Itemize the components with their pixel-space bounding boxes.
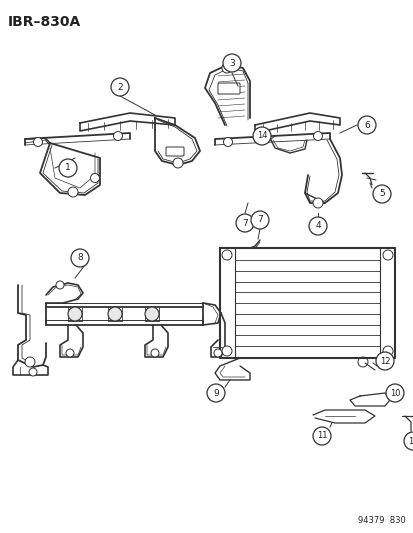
- Circle shape: [252, 127, 271, 145]
- Circle shape: [403, 432, 413, 450]
- Text: 94379  830: 94379 830: [357, 516, 405, 525]
- Text: 11: 11: [316, 432, 326, 440]
- Circle shape: [206, 384, 224, 402]
- Text: 5: 5: [378, 190, 384, 198]
- Text: 4: 4: [314, 222, 320, 230]
- Text: 1: 1: [65, 164, 71, 173]
- Circle shape: [221, 63, 231, 73]
- Text: 3: 3: [228, 59, 234, 68]
- Text: 2: 2: [117, 83, 123, 92]
- Text: 7: 7: [256, 215, 262, 224]
- Circle shape: [214, 349, 221, 357]
- Text: 8: 8: [77, 254, 83, 262]
- Circle shape: [68, 187, 78, 197]
- Text: 7: 7: [242, 219, 247, 228]
- FancyBboxPatch shape: [218, 83, 240, 94]
- Circle shape: [113, 132, 122, 141]
- Text: 14: 14: [256, 132, 267, 141]
- Circle shape: [382, 250, 392, 260]
- Circle shape: [223, 138, 232, 147]
- Circle shape: [68, 307, 82, 321]
- Text: 9: 9: [213, 389, 218, 398]
- Circle shape: [223, 54, 240, 72]
- Circle shape: [111, 78, 129, 96]
- Text: 6: 6: [363, 120, 369, 130]
- Circle shape: [71, 249, 89, 267]
- Circle shape: [151, 349, 159, 357]
- Circle shape: [312, 427, 330, 445]
- Circle shape: [29, 368, 37, 376]
- Circle shape: [375, 352, 393, 370]
- Text: 13: 13: [407, 437, 413, 446]
- Circle shape: [357, 116, 375, 134]
- Text: 12: 12: [379, 357, 389, 366]
- Circle shape: [385, 384, 403, 402]
- Circle shape: [33, 138, 43, 147]
- FancyBboxPatch shape: [166, 147, 183, 156]
- Circle shape: [372, 185, 390, 203]
- Circle shape: [250, 211, 268, 229]
- Circle shape: [221, 346, 231, 356]
- Circle shape: [308, 217, 326, 235]
- Circle shape: [108, 307, 122, 321]
- Circle shape: [56, 281, 64, 289]
- Circle shape: [145, 307, 159, 321]
- Circle shape: [173, 158, 183, 168]
- Circle shape: [59, 159, 77, 177]
- Circle shape: [313, 132, 322, 141]
- Circle shape: [382, 346, 392, 356]
- Circle shape: [66, 349, 74, 357]
- Circle shape: [25, 357, 35, 367]
- Text: 10: 10: [389, 389, 399, 398]
- Circle shape: [221, 250, 231, 260]
- Circle shape: [235, 214, 254, 232]
- Circle shape: [312, 198, 322, 208]
- Circle shape: [90, 174, 99, 182]
- Text: IBR–830A: IBR–830A: [8, 15, 81, 29]
